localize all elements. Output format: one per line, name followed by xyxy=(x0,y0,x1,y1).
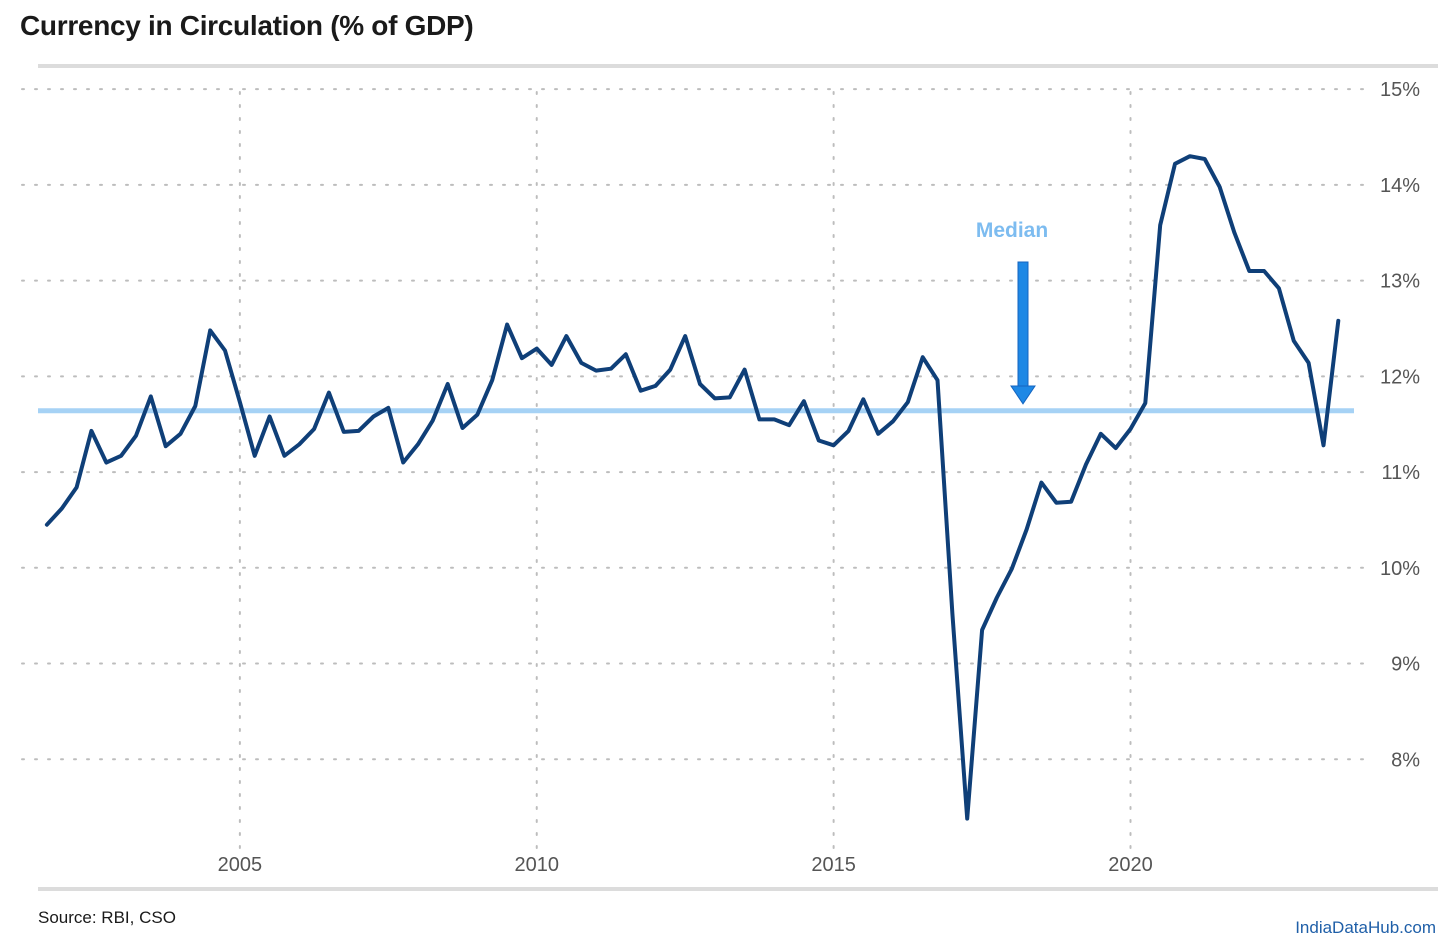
y-tick-label: 13% xyxy=(1380,271,1420,293)
y-tick-label: 9% xyxy=(1391,654,1420,676)
source-note: Source: RBI, CSO xyxy=(38,908,176,927)
arrow-icon xyxy=(1010,261,1036,405)
top-rule xyxy=(38,64,1438,68)
x-gridlines xyxy=(238,91,1132,856)
y-tick-label: 15% xyxy=(1380,79,1420,101)
y-tick-label: 14% xyxy=(1380,175,1420,197)
x-tick-labels: 2005 2010 2015 2020 xyxy=(218,854,1153,876)
series-line-currency xyxy=(44,154,1341,821)
brand-link[interactable]: IndiaDataHub.com xyxy=(1295,918,1436,937)
x-tick-label: 2010 xyxy=(515,854,560,876)
x-tick-label: 2015 xyxy=(811,854,856,876)
bottom-rule xyxy=(38,887,1438,891)
median-label: Median xyxy=(976,219,1048,242)
x-tick-label: 2005 xyxy=(218,854,263,876)
y-gridlines xyxy=(21,88,1369,761)
y-tick-label: 12% xyxy=(1380,366,1420,388)
chart-title: Currency in Circulation (% of GDP) xyxy=(20,10,474,41)
y-tick-label: 11% xyxy=(1381,462,1420,484)
y-tick-label: 8% xyxy=(1391,749,1420,771)
x-tick-label: 2020 xyxy=(1108,854,1153,876)
y-tick-label: 10% xyxy=(1380,558,1420,580)
y-tick-labels: 8% 9% 10% 11% 12% 13% 14% 15% xyxy=(1380,79,1420,771)
